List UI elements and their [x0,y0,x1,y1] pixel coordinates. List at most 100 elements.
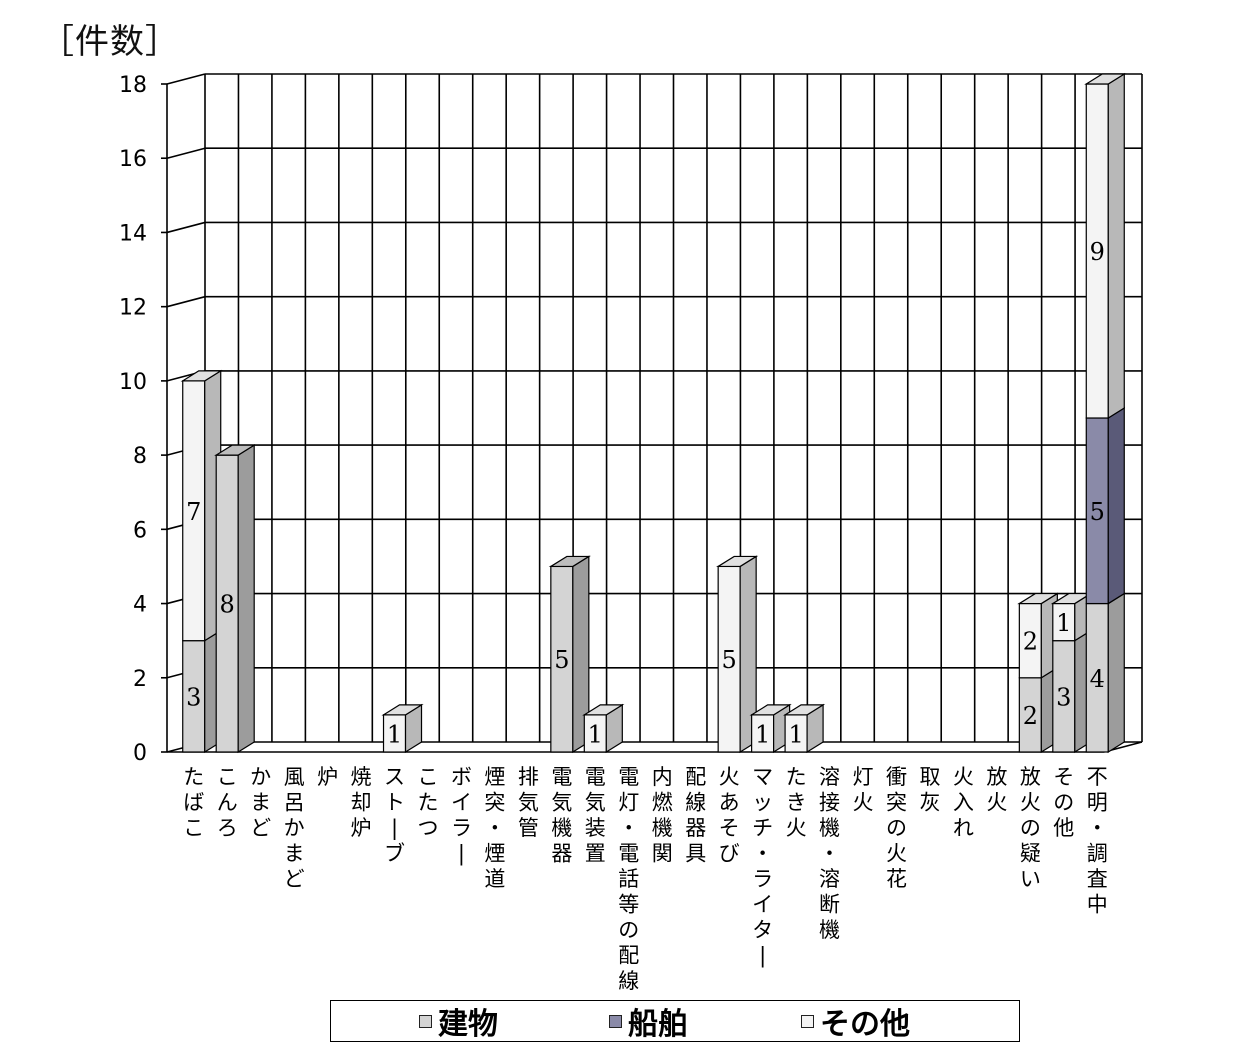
legend-item-building: 建物 [419,1003,498,1042]
category-label-14: 内 [652,765,673,789]
category-label-2: か [250,765,271,789]
svg-text:突: 突 [484,791,505,815]
svg-text:機: 機 [819,816,840,840]
svg-text:き: き [786,791,807,815]
svg-text:ろ: ろ [217,816,238,840]
bar-27-0-label: 4 [1090,665,1105,693]
svg-text:ど: ど [250,816,271,840]
svg-text:燃: 燃 [652,791,673,815]
y-tick-label-10: 10 [119,370,147,395]
svg-text:明: 明 [1087,791,1108,815]
grid-depth-16 [166,147,206,159]
svg-text:あ: あ [719,791,740,815]
category-label-5: 焼 [351,765,372,789]
legend-swatch-other [801,1014,814,1028]
category-label-6: ス [384,765,405,789]
category-label-8: ボ [451,765,472,789]
y-tick-label-12: 12 [119,296,147,321]
bar-26-0-label: 3 [1056,683,1071,711]
bar-27-0-side [1107,592,1125,754]
svg-text:話: 話 [618,867,639,891]
bar-0-0-label: 3 [186,683,201,711]
svg-text:調: 調 [1087,842,1108,866]
bar-18-0-label: 1 [788,720,803,748]
svg-text:入: 入 [953,791,974,815]
category-label-19: 溶 [819,765,840,789]
svg-text:れ: れ [953,816,974,840]
svg-text:か: か [284,816,305,840]
svg-text:ッ: ッ [752,791,773,815]
svg-text:置: 置 [585,842,606,866]
bar-17-0-label: 1 [755,720,770,748]
svg-text:気: 気 [518,791,539,815]
y-tick-label-8: 8 [133,444,147,469]
legend-swatch-building [419,1014,432,1028]
svg-text:具: 具 [685,842,706,866]
y-tick-label-6: 6 [133,518,147,543]
svg-text:器: 器 [551,842,572,866]
bar-27-2-side [1107,72,1125,420]
bar-1-0-side [237,444,255,754]
category-label-25: 放 [1020,765,1041,789]
legend-swatch-ship [609,1014,622,1028]
category-label-10: 排 [518,765,539,789]
category-label-17: マ [752,765,773,789]
bar-27-2-label: 9 [1090,238,1105,266]
bar-1-0-label: 8 [220,591,235,619]
svg-text:ん: ん [217,791,238,815]
bar-16-0-top [716,555,759,568]
svg-text:イ: イ [451,791,472,815]
svg-text:装: 装 [585,816,606,840]
svg-text:ラ: ラ [752,867,773,891]
bar-0-1-label: 7 [186,498,201,526]
y-tick-label-0: 0 [133,741,147,766]
svg-text:関: 関 [652,842,673,866]
svg-text:配: 配 [618,944,639,968]
category-label-12: 電 [585,765,606,789]
legend-label-other: その他 [820,1007,910,1042]
y-tick-label-14: 14 [119,221,147,246]
bar-1-0-top [214,444,257,456]
svg-text:火: 火 [1020,791,1041,815]
bar-25-1-top [1017,592,1060,605]
svg-text:ト: ト [384,791,405,815]
svg-text:火: 火 [986,791,1007,815]
y-axis-title: ［件数］ [40,22,180,62]
bar-26-1-label: 1 [1056,609,1071,637]
svg-text:|: | [759,944,766,969]
svg-text:線: 線 [685,791,706,815]
bar-25-0-label: 2 [1023,702,1038,730]
svg-text:突: 突 [886,791,907,815]
category-label-11: 電 [551,765,572,789]
category-label-20: 灯 [853,765,874,789]
bar-11-0-top [548,555,591,568]
y-tick-label-2: 2 [133,667,147,692]
legend-item-other: その他 [801,1003,910,1042]
svg-text:こ: こ [183,816,204,840]
svg-text:灯: 灯 [618,791,639,815]
grid-depth-14 [166,221,206,234]
svg-text:査: 査 [1087,867,1108,891]
category-label-18: た [786,765,807,789]
svg-text:・: ・ [752,842,773,866]
category-label-0: た [183,765,204,789]
svg-text:タ: タ [752,918,773,942]
legend: 建物 船舶 その他 [330,1000,1020,1042]
category-label-22: 取 [919,765,940,789]
svg-text:機: 機 [551,816,572,840]
svg-text:炉: 炉 [351,816,372,840]
category-label-1: こ [217,765,238,789]
bar-18-0-top [782,704,826,716]
legend-item-ship: 船舶 [609,1003,688,1042]
svg-text:の: の [1053,791,1074,815]
bar-17-0-top [749,704,792,716]
svg-text:チ: チ [752,816,773,840]
bar-27-2-top [1084,73,1127,85]
svg-text:そ: そ [719,816,740,840]
svg-text:器: 器 [685,816,706,840]
bar-12-0-label: 1 [588,720,603,748]
svg-text:た: た [417,791,438,815]
bar-6-0-top [381,704,424,716]
svg-text:び: び [719,842,740,866]
